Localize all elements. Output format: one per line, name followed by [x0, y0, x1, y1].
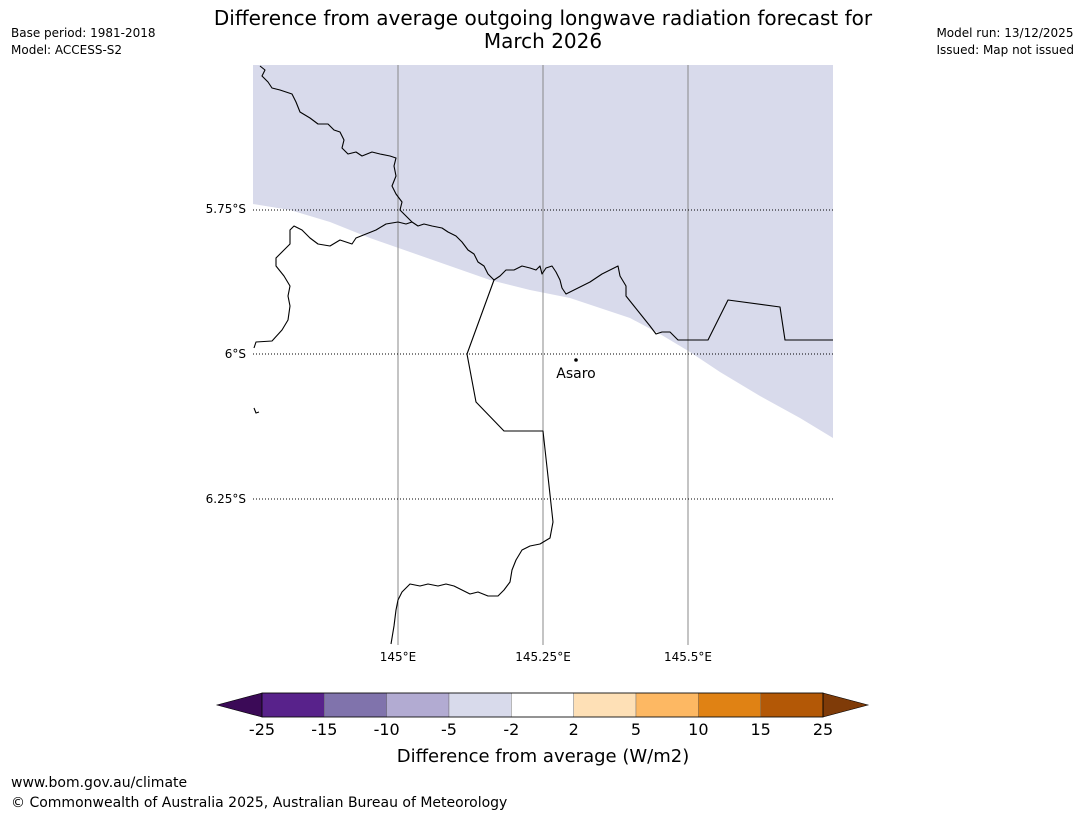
base-period: Base period: 1981-2018 — [11, 26, 156, 40]
title-line-2: March 2026 — [483, 29, 603, 53]
colorbar-segment — [261, 692, 325, 718]
title-line-1: Difference from average outgoing longwav… — [213, 6, 873, 30]
town-label: Asaro — [556, 366, 595, 382]
meta-right: Model run: 13/12/2025 Issued: Map not is… — [936, 25, 1074, 59]
colorbar-outline — [261, 692, 824, 718]
colorbar-tick-label: -2 — [503, 720, 519, 739]
colorbar-tick-label: 25 — [813, 720, 833, 739]
colorbar-title: Difference from average (W/m2) — [397, 746, 689, 767]
lon-label-145-5: 145.5°E — [664, 650, 712, 664]
colorbar-extend-low — [215, 692, 263, 718]
province-boundaries — [253, 65, 833, 645]
map-figure: Asaro 5.75°S 6°S 6.25°S 145°E 145.25°E 1… — [206, 65, 870, 767]
colorbar-extend-high — [822, 692, 870, 718]
parallel-lines — [253, 209, 833, 500]
colorbar-tick-label: -10 — [374, 720, 400, 739]
colorbar-tick-label: -15 — [311, 720, 337, 739]
colorbar-segment — [760, 692, 824, 718]
colorbar: -25 -15 -10 -5 -2 2 5 10 15 25 — [215, 692, 870, 739]
colorbar-tick-label: -5 — [441, 720, 457, 739]
colorbar-segment — [324, 692, 387, 718]
town-marker — [574, 358, 578, 362]
colorbar-segment — [386, 692, 450, 718]
lon-label-145: 145°E — [380, 650, 417, 664]
footer-url[interactable]: www.bom.gov.au/climate — [11, 775, 188, 791]
colorbar-tick-label: 5 — [631, 720, 641, 739]
lat-label-5-75: 5.75°S — [206, 202, 246, 216]
lat-label-6: 6°S — [225, 347, 246, 361]
colorbar-segment — [573, 692, 637, 718]
boundary-west — [390, 279, 554, 645]
model-name: Model: ACCESS-S2 — [11, 43, 123, 57]
colorbar-segment — [448, 692, 512, 718]
colorbar-tick-label: 15 — [750, 720, 770, 739]
model-run: Model run: 13/12/2025 — [936, 26, 1074, 40]
colorbar-tick-label: 2 — [569, 720, 579, 739]
meta-left: Base period: 1981-2018 Model: ACCESS-S2 — [11, 25, 156, 59]
lat-label-6-25: 6.25°S — [206, 492, 246, 506]
issued-status: Issued: Map not issued — [936, 43, 1074, 57]
lon-label-145-25: 145.25°E — [515, 650, 571, 664]
colorbar-segment — [511, 692, 574, 718]
boundary-north — [259, 65, 833, 341]
colorbar-segment — [698, 692, 761, 718]
boundary-fragment — [253, 407, 260, 414]
map-title: Difference from average outgoing longwav… — [143, 7, 943, 53]
colorbar-tick-label: -25 — [249, 720, 275, 739]
meridian-lines — [397, 65, 689, 645]
colorbar-tick-label: 10 — [688, 720, 708, 739]
colorbar-segment — [635, 692, 699, 718]
boundary-west-lobe — [253, 221, 413, 349]
footer-copyright: © Commonwealth of Australia 2025, Austra… — [11, 795, 508, 811]
